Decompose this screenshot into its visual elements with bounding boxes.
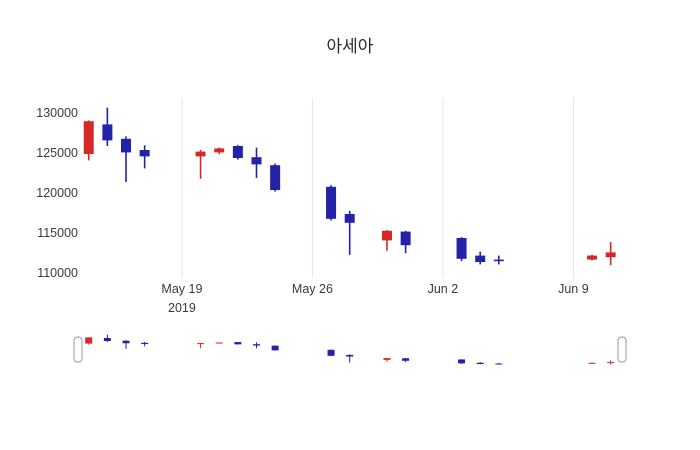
- candle-body: [381, 230, 392, 241]
- candle-body: [344, 214, 355, 223]
- mini-candle-body: [458, 359, 466, 364]
- candle-body: [605, 252, 616, 258]
- candle-body: [195, 151, 206, 157]
- candle-body: [475, 255, 486, 262]
- rangeslider-track[interactable]: [85, 329, 620, 371]
- x-tick-label: Jun 9: [558, 282, 589, 296]
- plot-area[interactable]: [85, 98, 620, 278]
- mini-candle-body: [588, 362, 596, 364]
- y-tick-label: 130000: [36, 106, 78, 120]
- mini-candle-body: [402, 358, 410, 361]
- candle-body: [121, 138, 132, 153]
- candle-body: [214, 148, 225, 153]
- mini-candle-body: [234, 342, 242, 345]
- mini-candle-body: [271, 345, 279, 351]
- x-tick-year-label: 2019: [168, 301, 196, 315]
- chart-title: 아세아: [326, 37, 374, 56]
- candle-body: [326, 186, 337, 219]
- mini-candle-body: [103, 337, 111, 342]
- candle-body: [270, 165, 281, 190]
- y-tick-label: 110000: [37, 266, 78, 280]
- candle-body: [83, 121, 94, 154]
- mini-candle-body: [346, 354, 354, 357]
- candle-body: [102, 124, 113, 141]
- mini-candle-body: [122, 340, 130, 344]
- rangeslider-right-handle[interactable]: [617, 336, 627, 363]
- x-tick-label: May 26: [292, 282, 333, 296]
- mini-candle-body: [495, 363, 503, 365]
- mini-candle-body: [327, 349, 335, 356]
- candle-body: [456, 238, 467, 259]
- mini-candle-body: [252, 344, 260, 346]
- candle-body: [251, 157, 262, 165]
- candle-body: [139, 150, 150, 157]
- mini-candle-body: [215, 342, 223, 344]
- mini-candle-body: [383, 358, 391, 360]
- y-tick-label: 115000: [37, 226, 78, 240]
- mini-candle-body: [607, 362, 615, 364]
- candle-body: [232, 146, 243, 158]
- rangeslider-left-handle[interactable]: [73, 336, 83, 363]
- candle-body: [493, 259, 504, 262]
- mini-candle-body: [85, 337, 93, 344]
- mini-candle-body: [141, 342, 149, 345]
- x-tick-label: Jun 2: [428, 282, 459, 296]
- y-tick-label: 120000: [36, 186, 78, 200]
- candle-body: [587, 255, 598, 260]
- mini-candle-body: [197, 343, 205, 345]
- y-tick-label: 125000: [36, 146, 78, 160]
- x-tick-label: May 19: [161, 282, 202, 296]
- mini-candle-body: [476, 362, 484, 364]
- candle-body: [400, 231, 411, 246]
